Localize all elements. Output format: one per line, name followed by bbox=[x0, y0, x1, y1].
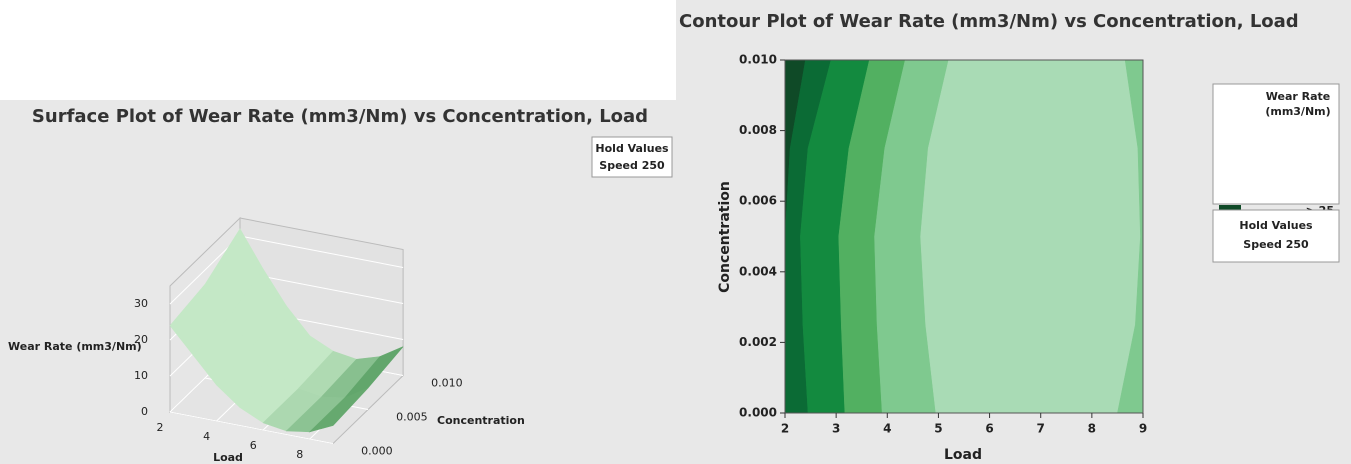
contour-hold-title: Hold Values bbox=[1239, 219, 1313, 232]
surface-plot: 0 10 20 30 2 4 6 8 0.000 0.005 0.010 bbox=[134, 216, 463, 461]
x-tick-label: 3 bbox=[832, 422, 840, 436]
surface-hold-text: Speed 250 bbox=[599, 159, 665, 172]
y-tick-label: 0.000 bbox=[361, 445, 393, 458]
z-tick-label: 10 bbox=[134, 369, 148, 382]
y-tick-label: 0.002 bbox=[739, 335, 777, 349]
y-axis-label: Concentration bbox=[437, 414, 525, 427]
z-tick-label: 20 bbox=[134, 333, 148, 346]
x-axis-label: Load bbox=[213, 451, 243, 464]
z-axis-label: Wear Rate (mm3/Nm) bbox=[8, 340, 142, 353]
z-tick-label: 30 bbox=[134, 297, 148, 310]
contour-hold-box bbox=[1212, 209, 1340, 263]
legend-title: Wear Rate bbox=[1266, 90, 1331, 103]
x-tick-label: 8 bbox=[1088, 422, 1096, 436]
x-tick-label: 7 bbox=[1037, 422, 1045, 436]
contour-title: Contour Plot of Wear Rate (mm3/Nm) vs Co… bbox=[679, 11, 1299, 32]
y-tick-label: 0.005 bbox=[396, 411, 428, 424]
legend-title: (mm3/Nm) bbox=[1265, 105, 1330, 118]
y-tick-label: 0.004 bbox=[739, 264, 777, 278]
x-tick-label: 6 bbox=[250, 439, 257, 452]
contour-hold-text: Speed 250 bbox=[1243, 238, 1309, 251]
surface-hold-title: Hold Values bbox=[595, 142, 669, 155]
contour-y-label: Concentration bbox=[717, 181, 733, 293]
y-tick-label: 0.006 bbox=[739, 194, 777, 208]
x-tick-label: 2 bbox=[781, 422, 789, 436]
x-tick-label: 9 bbox=[1139, 422, 1147, 436]
y-grid-line bbox=[169, 411, 334, 444]
contour-x-label: Load bbox=[944, 447, 982, 463]
contour-region bbox=[920, 59, 1141, 414]
legend-box bbox=[1212, 83, 1340, 205]
x-tick-label: 5 bbox=[934, 422, 942, 436]
surface-title: Surface Plot of Wear Rate (mm3/Nm) vs Co… bbox=[32, 106, 648, 127]
y-tick-label: 0.010 bbox=[739, 53, 777, 67]
surface-facet bbox=[308, 387, 369, 433]
x-tick-label: 2 bbox=[157, 421, 164, 434]
surface-hold-box bbox=[591, 136, 673, 178]
y-tick-label: 0.008 bbox=[739, 123, 777, 137]
y-tick-label: 0.010 bbox=[431, 377, 463, 390]
z-tick-label: 0 bbox=[141, 405, 148, 418]
x-tick-label: 6 bbox=[985, 422, 993, 436]
x-tick-label: 4 bbox=[883, 422, 891, 436]
y-tick-label: 0.000 bbox=[739, 406, 777, 420]
plot-frame bbox=[784, 59, 1144, 414]
x-tick-label: 4 bbox=[203, 430, 210, 443]
x-tick-label: 8 bbox=[296, 448, 303, 461]
